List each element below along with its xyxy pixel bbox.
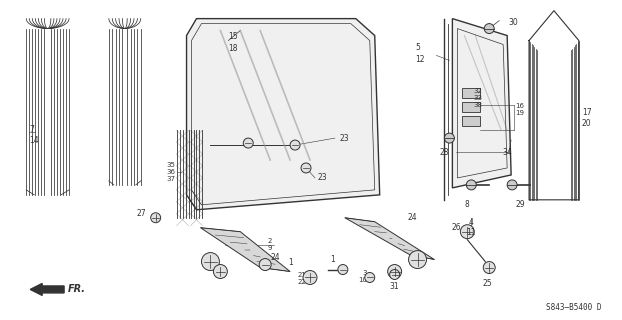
Circle shape	[259, 259, 271, 270]
Circle shape	[202, 252, 220, 270]
Text: 27: 27	[136, 209, 146, 218]
Text: 3
10: 3 10	[358, 269, 367, 283]
Bar	[462, 88, 480, 98]
Text: 15
18: 15 18	[228, 32, 238, 52]
Text: 28: 28	[439, 148, 449, 156]
Circle shape	[301, 163, 311, 173]
Circle shape	[151, 213, 160, 223]
Circle shape	[409, 251, 427, 268]
Text: 25: 25	[483, 279, 492, 288]
Text: 32
33
38: 32 33 38	[473, 88, 482, 108]
Polygon shape	[200, 228, 290, 271]
Circle shape	[213, 265, 228, 278]
Text: 21
22: 21 22	[297, 271, 306, 284]
Circle shape	[389, 269, 399, 279]
Text: 23: 23	[318, 173, 328, 182]
Text: 2
9: 2 9	[267, 238, 272, 251]
Text: 30: 30	[508, 18, 518, 27]
Text: 35
36
37: 35 36 37	[167, 162, 175, 182]
Text: 26: 26	[452, 223, 462, 232]
Circle shape	[485, 24, 494, 34]
Text: 34: 34	[502, 148, 512, 156]
Bar	[462, 102, 480, 112]
Circle shape	[290, 140, 300, 150]
Text: 29: 29	[515, 200, 525, 209]
Text: 24: 24	[407, 213, 417, 222]
Circle shape	[444, 133, 455, 143]
Text: 23: 23	[340, 133, 350, 143]
Circle shape	[243, 138, 253, 148]
Circle shape	[466, 180, 476, 190]
FancyArrow shape	[30, 284, 64, 295]
Polygon shape	[345, 218, 434, 260]
Text: 1: 1	[288, 258, 293, 267]
Circle shape	[303, 270, 317, 284]
Text: S843–B5400 D: S843–B5400 D	[546, 303, 601, 312]
Circle shape	[460, 225, 475, 239]
Bar	[462, 116, 480, 126]
Text: 7
14: 7 14	[29, 125, 39, 145]
Text: 24: 24	[270, 253, 280, 262]
Text: 4
11: 4 11	[466, 218, 476, 237]
Circle shape	[364, 273, 374, 283]
Circle shape	[507, 180, 517, 190]
Polygon shape	[187, 19, 379, 210]
Text: 1: 1	[330, 255, 335, 264]
Text: 5
12: 5 12	[415, 44, 425, 63]
Text: 31: 31	[389, 283, 399, 292]
Text: FR.: FR.	[68, 284, 86, 294]
Text: 8: 8	[465, 200, 470, 209]
Circle shape	[338, 265, 348, 275]
Polygon shape	[452, 19, 511, 188]
Circle shape	[483, 261, 495, 274]
Circle shape	[388, 265, 402, 278]
Text: 17
20: 17 20	[582, 108, 592, 128]
Text: 16
19: 16 19	[515, 103, 524, 116]
